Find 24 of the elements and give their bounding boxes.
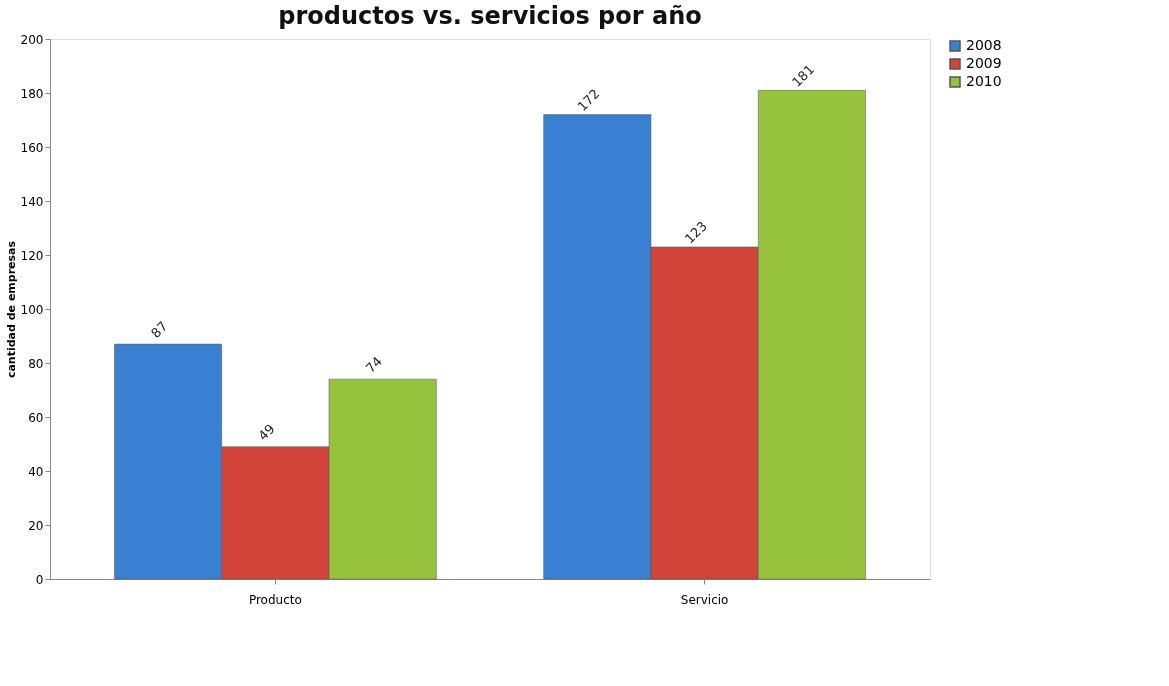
- data-label: 123: [681, 218, 710, 247]
- data-label: 172: [574, 86, 603, 115]
- x-tick-label: Producto: [248, 592, 302, 607]
- y-tick-label: 40: [28, 464, 44, 479]
- data-label: 181: [789, 61, 818, 90]
- y-tick-label: 60: [28, 410, 44, 425]
- legend-label: 2009: [966, 55, 1002, 71]
- y-tick-label: 160: [20, 140, 44, 155]
- y-tick-label: 140: [20, 194, 44, 209]
- y-tick-label: 100: [20, 302, 44, 317]
- legend-label: 2008: [966, 37, 1002, 53]
- data-label: 87: [148, 318, 171, 341]
- chart-title: productos vs. servicios por año: [278, 2, 702, 30]
- y-tick-label: 80: [28, 356, 44, 371]
- y-tick-label: 200: [20, 32, 44, 47]
- data-label: 74: [362, 353, 385, 376]
- y-tick-label: 20: [28, 518, 44, 533]
- y-tick-label: 180: [20, 86, 44, 101]
- legend-label: 2010: [966, 73, 1002, 89]
- y-tick-label: 0: [35, 572, 44, 587]
- y-tick-label: 120: [20, 248, 44, 263]
- data-label: 49: [255, 421, 278, 444]
- x-tick-label: Servicio: [680, 592, 729, 607]
- y-axis-title: cantidad de empresas: [4, 240, 18, 379]
